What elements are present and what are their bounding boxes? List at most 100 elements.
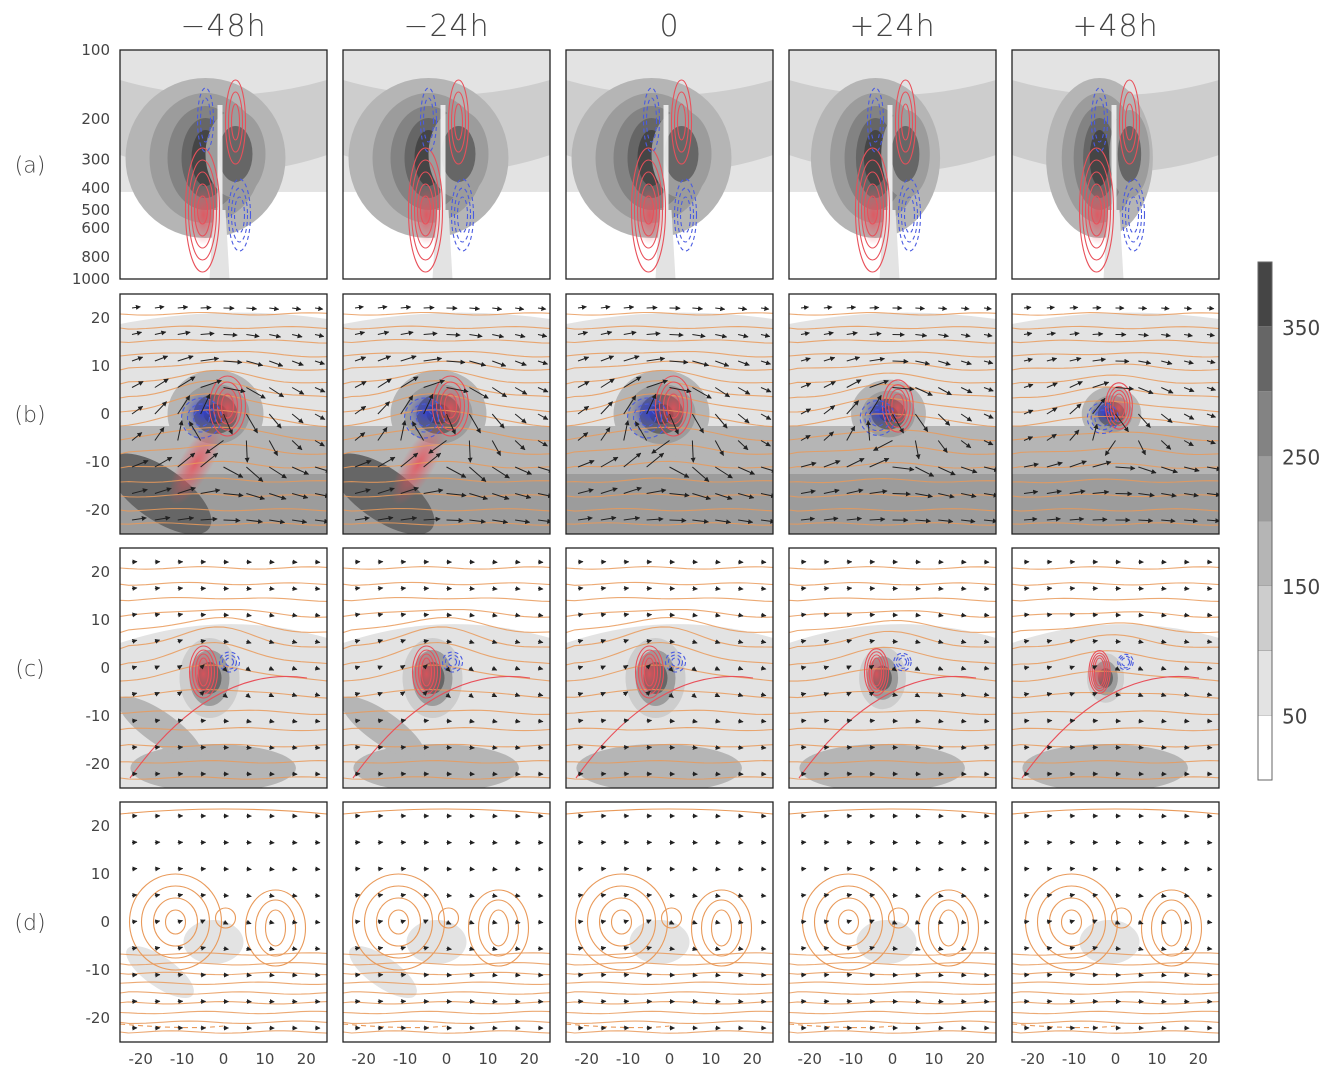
wind-vector bbox=[915, 387, 933, 396]
wind-vector bbox=[1161, 387, 1174, 394]
wind-vector bbox=[200, 516, 218, 522]
wind-vector bbox=[314, 612, 321, 618]
wind-vector bbox=[715, 893, 721, 899]
wind-vector bbox=[846, 356, 861, 362]
wind-vector bbox=[131, 638, 138, 644]
wind-vector bbox=[1184, 612, 1190, 618]
shade-contour bbox=[1022, 744, 1188, 788]
wind-vector bbox=[200, 393, 211, 415]
streamline bbox=[120, 981, 327, 985]
wind-vector bbox=[377, 330, 390, 336]
wind-vector bbox=[1091, 665, 1098, 670]
streamline bbox=[343, 507, 550, 512]
streamline bbox=[789, 522, 996, 526]
row-label: (d) bbox=[14, 911, 45, 936]
positive-contour bbox=[642, 195, 655, 225]
wind-vector bbox=[983, 440, 994, 446]
wind-vector bbox=[577, 718, 584, 724]
wind-vector bbox=[714, 665, 721, 671]
wind-vector bbox=[377, 638, 384, 644]
positive-contour bbox=[1090, 195, 1103, 225]
shade-contour bbox=[120, 453, 212, 534]
wind-vector bbox=[869, 394, 882, 415]
wind-vector bbox=[154, 692, 160, 697]
wind-vector bbox=[1092, 357, 1107, 363]
streamline bbox=[566, 808, 773, 815]
wind-vector bbox=[314, 360, 326, 366]
wind-vector bbox=[1138, 518, 1154, 524]
wind-vector bbox=[1161, 466, 1178, 474]
wind-vector bbox=[1138, 466, 1157, 474]
wind-vector bbox=[222, 919, 229, 925]
wind-vector bbox=[577, 665, 584, 671]
x-tick-label: 20 bbox=[743, 1050, 762, 1068]
negative-contour bbox=[670, 657, 681, 667]
wind-vector bbox=[223, 387, 246, 394]
y-tick-label: 400 bbox=[81, 179, 110, 197]
wind-vector bbox=[314, 946, 321, 952]
panel-content bbox=[1012, 294, 1219, 534]
wind-vector bbox=[714, 413, 728, 429]
wind-vector bbox=[846, 457, 865, 468]
wind-vector bbox=[846, 400, 860, 415]
wind-vector bbox=[492, 893, 498, 899]
wind-vector bbox=[715, 946, 721, 952]
positive-contour bbox=[420, 657, 433, 687]
wind-vector bbox=[960, 360, 972, 366]
wind-vector bbox=[623, 395, 637, 415]
wind-vector bbox=[314, 919, 321, 925]
streamline bbox=[789, 325, 996, 330]
x-tick-label: 20 bbox=[966, 1050, 985, 1068]
wind-vector bbox=[154, 378, 169, 388]
wind-vector bbox=[1069, 403, 1082, 415]
wind-vector bbox=[738, 718, 744, 724]
wind-vector bbox=[668, 919, 675, 925]
wind-vector bbox=[314, 718, 321, 724]
wind-vector bbox=[423, 516, 441, 522]
wind-vector bbox=[354, 381, 367, 388]
wind-vector bbox=[892, 413, 904, 434]
wind-vector bbox=[400, 866, 407, 872]
wind-vector bbox=[800, 691, 807, 697]
positive-contour bbox=[666, 393, 681, 419]
wind-vector bbox=[423, 356, 443, 362]
x-tick-label: -10 bbox=[839, 1050, 864, 1068]
y-tick-label: 500 bbox=[81, 201, 110, 219]
wind-vector bbox=[983, 305, 992, 311]
streamline bbox=[343, 522, 550, 526]
negative-contour bbox=[441, 651, 464, 673]
wind-vector bbox=[1023, 516, 1038, 522]
streamline bbox=[1012, 352, 1219, 358]
streamline bbox=[789, 962, 996, 966]
wind-vector bbox=[400, 612, 407, 618]
y-tick-label: 10 bbox=[91, 611, 110, 629]
positive-contour bbox=[212, 381, 243, 431]
wind-vector bbox=[423, 393, 434, 415]
streamline bbox=[789, 760, 996, 764]
streamline bbox=[120, 426, 327, 442]
streamline bbox=[120, 776, 327, 780]
panel-content bbox=[566, 294, 773, 534]
wind-vector bbox=[269, 893, 275, 899]
streamline bbox=[789, 619, 996, 634]
wind-vector bbox=[1069, 612, 1076, 618]
wind-vector bbox=[760, 466, 773, 473]
positive-contour bbox=[630, 147, 667, 273]
wind-vector bbox=[600, 456, 619, 468]
wind-vector bbox=[868, 664, 875, 670]
streamline bbox=[120, 952, 327, 956]
wind-vector bbox=[938, 518, 954, 524]
wind-vector bbox=[131, 919, 138, 925]
wind-vector bbox=[469, 518, 486, 524]
streamline bbox=[1012, 508, 1219, 512]
streamline bbox=[120, 709, 327, 715]
wind-vector bbox=[537, 893, 544, 899]
streamline bbox=[343, 443, 550, 455]
wind-vector bbox=[269, 519, 286, 525]
streamline bbox=[343, 493, 550, 498]
wind-vector bbox=[692, 493, 712, 501]
wind-vector bbox=[291, 466, 310, 475]
wind-vector bbox=[823, 866, 830, 872]
colorbar-segment bbox=[1257, 326, 1273, 392]
wind-vector bbox=[915, 332, 928, 338]
